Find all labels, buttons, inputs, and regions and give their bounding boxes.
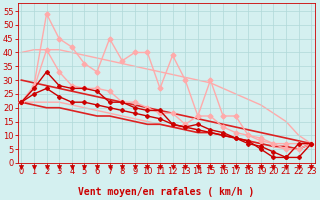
X-axis label: Vent moyen/en rafales ( km/h ): Vent moyen/en rafales ( km/h ) — [78, 187, 254, 197]
